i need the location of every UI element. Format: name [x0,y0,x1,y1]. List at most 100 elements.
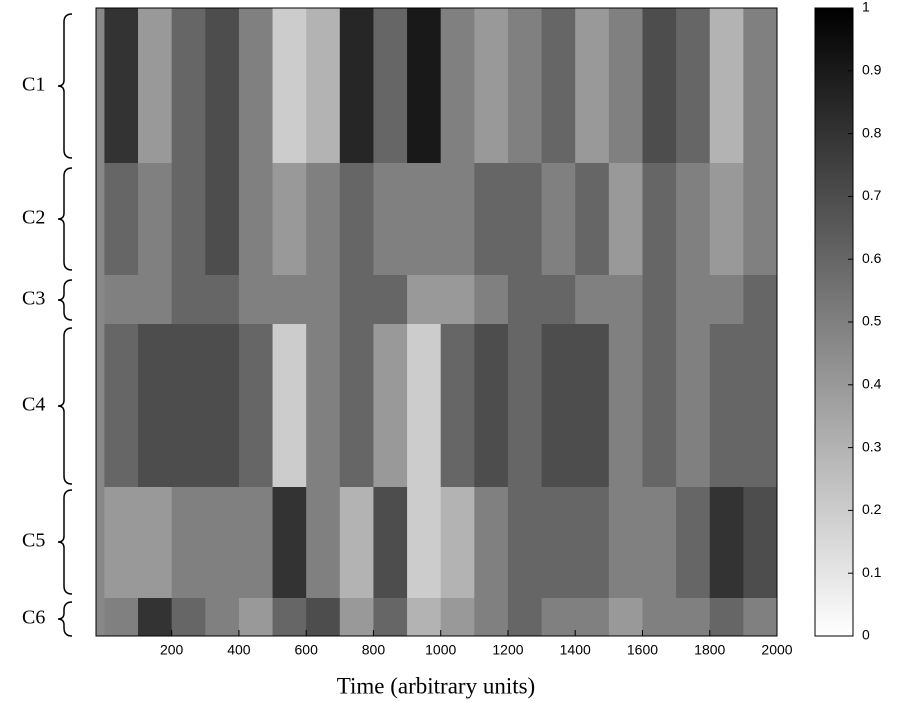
heat-cell [407,275,442,325]
heat-cell [743,8,778,164]
heat-cell [642,275,677,325]
heat-cell [205,275,240,325]
heat-cell [339,324,374,488]
heat-cell [138,275,173,325]
cluster-label: C5 [22,530,45,552]
heat-cell [205,163,240,276]
heat-cell [138,163,173,276]
cluster-label: C2 [22,207,45,229]
heat-cell [608,598,643,637]
heat-cell [507,324,543,488]
heat-cell [676,598,711,637]
heat-cell [138,487,173,599]
heat-cell [272,324,307,488]
heat-cell [104,598,139,637]
colorbar-tick-label: 0.5 [862,313,882,329]
heat-cell [238,275,274,325]
colorbar-tick-label: 0 [862,627,870,643]
heat-cell [407,163,442,276]
heat-cell [474,324,509,488]
heat-cell [709,8,744,164]
heat-cell [171,275,206,325]
heat-cell [138,324,173,488]
heat-cell [676,8,711,164]
heat-cell [676,163,711,276]
heat-cell [339,598,374,637]
heat-cell [709,598,744,637]
heat-cell [709,275,744,325]
heat-cell [407,598,442,637]
cluster-label: C6 [22,607,45,629]
colorbar-tick-label: 0.9 [862,62,882,78]
heat-cell [608,487,643,599]
heat-cell [507,163,543,276]
heat-cell [743,163,778,276]
heat-cell [474,598,509,637]
x-tick-label: 2000 [761,642,792,658]
colorbar-tick-label: 1 [862,0,870,15]
heat-cell [373,598,408,637]
x-tick-label: 200 [160,642,184,658]
heat-cell [575,598,610,637]
heat-cell [507,598,543,637]
heat-cell [575,275,610,325]
x-tick-label: 600 [295,642,319,658]
heat-cell [743,324,778,488]
heat-cell [138,598,173,637]
cluster-brace [57,601,73,637]
heat-cell [373,275,408,325]
colorbar-tick-label: 0.4 [862,376,882,392]
x-tick-label: 1600 [627,642,658,658]
colorbar-tick-label: 0.6 [862,250,882,266]
heat-cell [205,324,240,488]
heat-cell [507,487,543,599]
x-tick-label: 800 [362,642,386,658]
heat-cell [608,8,643,164]
heat-cell [608,275,643,325]
cluster-label: C4 [22,394,45,416]
heat-cell [205,8,240,164]
heat-cell [743,487,778,599]
x-tick-label: 1400 [560,642,591,658]
colorbar-tick-label: 0.2 [862,501,882,517]
heat-cell [642,487,677,599]
heat-cell [541,163,576,276]
heat-cell [205,487,240,599]
heat-cell [575,324,610,488]
heat-cell [541,598,576,637]
heat-cell [676,324,711,488]
heat-cell [339,275,374,325]
heat-cell [272,487,307,599]
cluster-brace [57,13,73,159]
heat-cell [171,8,206,164]
heat-cell [474,163,509,276]
heat-cell [743,275,778,325]
heat-cell [507,8,543,164]
heat-cell [339,8,374,164]
heat-cell [339,163,374,276]
heat-cell [575,163,610,276]
heat-cell [541,324,576,488]
heat-cell [104,8,139,164]
heat-cell [238,163,274,276]
heat-cell [507,275,543,325]
heat-cell [608,324,643,488]
heat-cell [272,598,307,637]
heat-cell [608,163,643,276]
heat-cell [272,8,307,164]
x-tick-label: 1000 [425,642,456,658]
x-tick-label: 1800 [694,642,725,658]
colorbar [814,7,854,637]
cluster-label: C1 [22,74,45,96]
x-tick-label: 400 [227,642,251,658]
heat-cell [407,487,442,599]
heat-cell [171,163,206,276]
cluster-brace [57,489,73,595]
plot-frame [95,7,778,637]
heat-cell [642,163,677,276]
heat-cell [575,8,610,164]
heat-cell [676,275,711,325]
heat-cell [541,487,576,599]
heat-cell [709,324,744,488]
cluster-label: C3 [22,288,45,310]
